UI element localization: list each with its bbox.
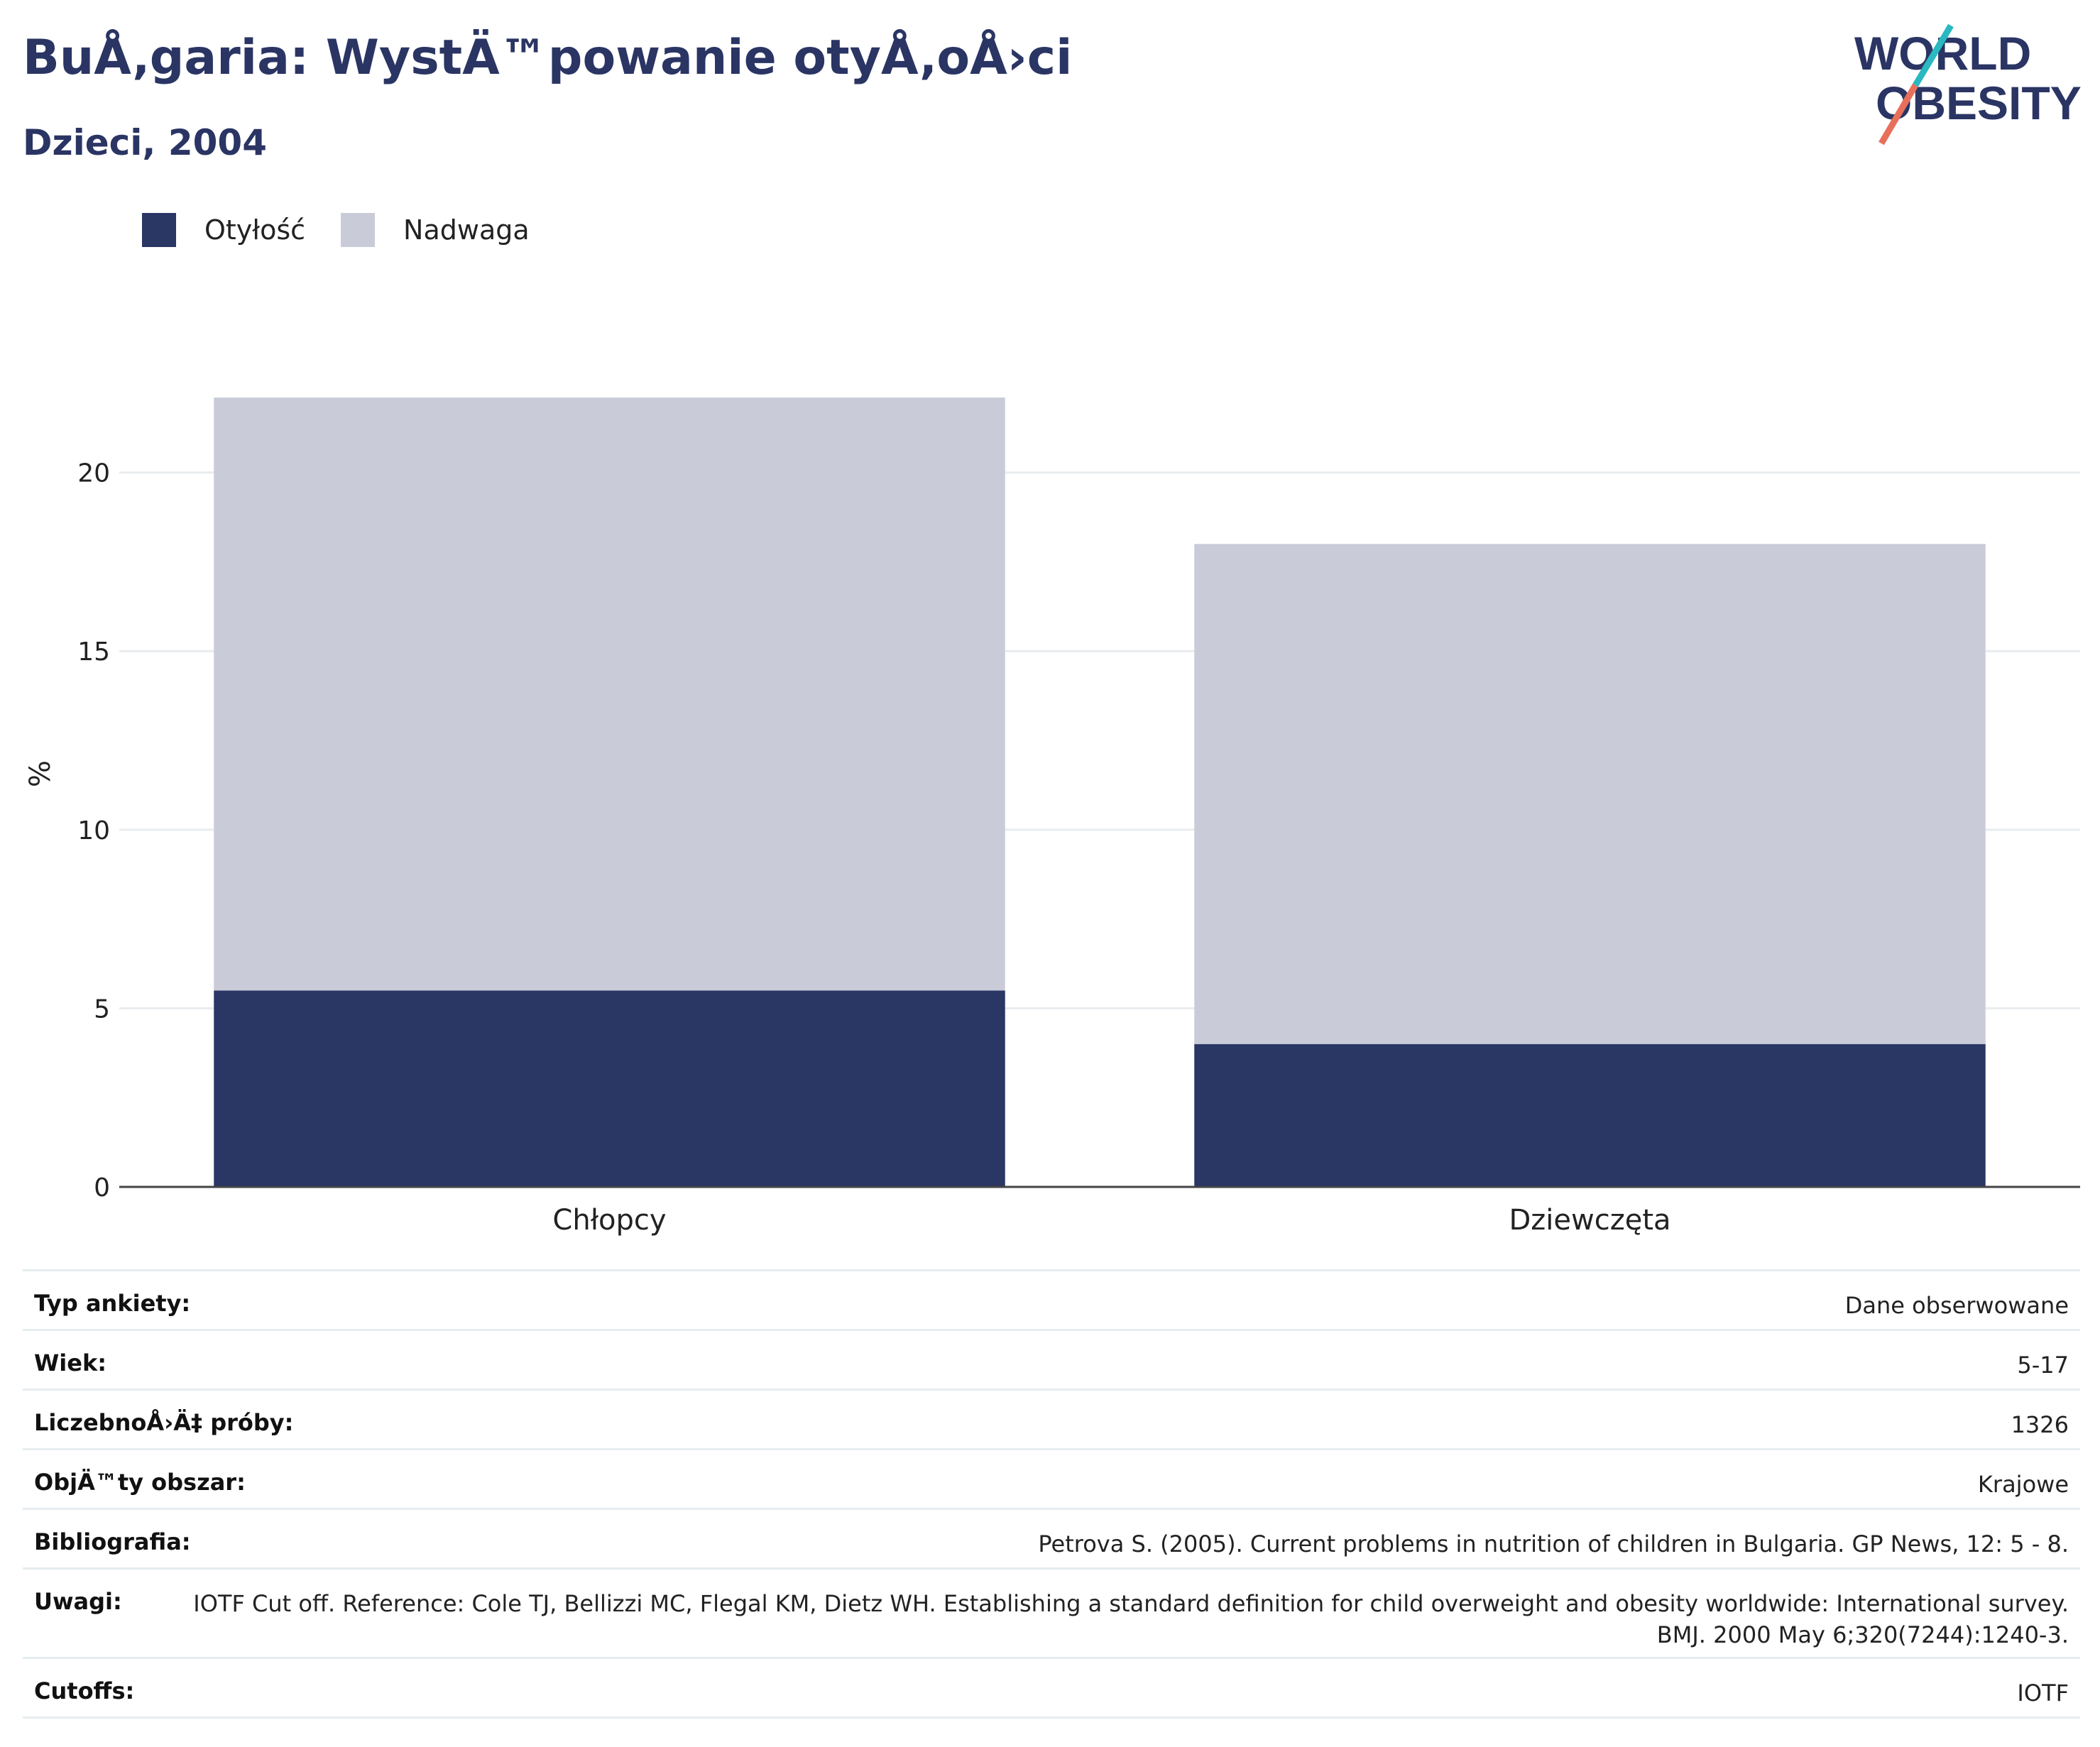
y-axis-label: %	[24, 760, 57, 787]
info-value: Krajowe	[1977, 1471, 2069, 1498]
bar-overweight	[1194, 544, 1986, 1044]
info-row: Typ ankiety: Dane obserwowane	[23, 1271, 2080, 1331]
info-row: Uwagi: IOTF Cut off. Reference: Cole TJ, …	[23, 1570, 2080, 1659]
info-value: Dane obserwowane	[1844, 1292, 2069, 1319]
chart-title: BuÅ‚garia: WystÄ™powanie otyÅ‚oÅ›ci	[23, 30, 1073, 86]
y-tick-label: 0	[94, 1173, 110, 1203]
info-row: Wiek: 5-17	[23, 1331, 2080, 1391]
legend: Otyłość Nadwaga	[142, 210, 565, 250]
info-label: LiczebnoÅ›Ä‡ próby:	[34, 1409, 294, 1436]
info-label: ObjÄ™ty obszar:	[34, 1469, 246, 1496]
bar-overweight	[214, 398, 1005, 991]
info-value: Petrova S. (2005). Current problems in n…	[1038, 1530, 2069, 1557]
info-row: LiczebnoÅ›Ä‡ próby: 1326	[23, 1391, 2080, 1450]
world-obesity-logo: WORLD OBESITY	[1854, 23, 2082, 146]
logo-slash-red	[1878, 83, 1918, 146]
y-tick-label: 15	[77, 637, 110, 667]
legend-label-obesity: Otyłość	[204, 214, 306, 246]
x-tick-label: Chłopcy	[552, 1204, 666, 1237]
y-tick-label: 5	[94, 995, 110, 1024]
info-row: Bibliografia: Petrova S. (2005). Current …	[23, 1510, 2080, 1570]
info-table: Typ ankiety: Dane obserwowane Wiek: 5-17 Lic…	[23, 1269, 2080, 1719]
legend-swatch-obesity	[142, 213, 176, 247]
logo-line2: OBESITY	[1876, 77, 2082, 129]
info-label: Bibliografia:	[34, 1528, 191, 1555]
logo-slash-teal	[1913, 23, 1954, 87]
bar-obesity	[214, 990, 1005, 1187]
y-tick-label: 20	[77, 459, 110, 488]
chart-subtitle: Dzieci, 2004	[23, 122, 267, 163]
legend-item-overweight[interactable]: Nadwaga	[341, 213, 530, 247]
bar-obesity	[1194, 1044, 1986, 1187]
legend-item-obesity[interactable]: Otyłość	[142, 213, 305, 247]
y-tick-label: 10	[77, 816, 110, 845]
legend-label-overweight: Nadwaga	[403, 214, 530, 246]
bar-chart: 0 5 10 15 20% Chłopcy Dziewczęta	[24, 398, 2080, 1237]
info-row: ObjÄ™ty obszar: Krajowe	[23, 1450, 2080, 1510]
legend-swatch-overweight	[341, 213, 376, 247]
x-tick-label: Dziewczęta	[1509, 1204, 1670, 1237]
info-value: 5-17	[2017, 1352, 2069, 1379]
info-label: Cutoffs:	[34, 1677, 135, 1704]
info-value: IOTF Cut off. Reference: Cole TJ, Belliz…	[193, 1590, 2069, 1648]
info-label: Typ ankiety:	[34, 1290, 191, 1317]
info-label: Wiek:	[34, 1349, 107, 1376]
info-value: IOTF	[2017, 1680, 2069, 1707]
info-label: Uwagi:	[34, 1588, 122, 1615]
info-value: 1326	[2011, 1411, 2069, 1438]
info-row: Cutoffs: IOTF	[23, 1659, 2080, 1719]
